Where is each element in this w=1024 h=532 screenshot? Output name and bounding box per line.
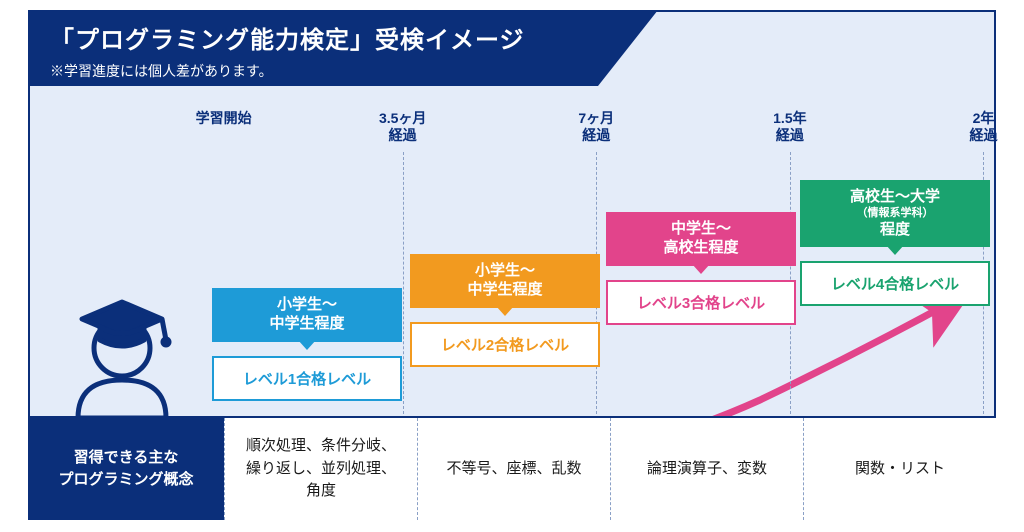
concepts-row: 習得できる主なプログラミング概念 順次処理、条件分岐、繰り返し、並列処理、角度不… [28, 416, 996, 520]
timeline-labels: 学習開始3.5ヶ月経過7ヶ月経過1.5年経過2年経過 [30, 110, 994, 150]
timeline-label-m2: 7ヶ月経過 [556, 110, 636, 144]
concepts-header: 習得できる主なプログラミング概念 [28, 418, 224, 520]
level-card-lv3: 中学生〜高校生程度レベル3合格レベル [606, 212, 796, 325]
timeline-label-m1: 3.5ヶ月経過 [363, 110, 443, 144]
level-pass-lv1: レベル1合格レベル [212, 356, 402, 401]
level-card-lv2: 小学生〜中学生程度レベル2合格レベル [410, 254, 600, 367]
level-audience-lv1: 小学生〜中学生程度 [212, 288, 402, 342]
chart-area: 小学生〜中学生程度レベル1合格レベル小学生〜中学生程度レベル2合格レベル中学生〜… [30, 110, 994, 410]
level-card-lv4: 高校生〜大学（情報系学科）程度レベル4合格レベル [800, 180, 990, 306]
level-audience-lv3: 中学生〜高校生程度 [606, 212, 796, 266]
student-icon [68, 290, 176, 420]
concepts-cell-4: 関数・リスト [803, 418, 996, 520]
level-pass-lv3: レベル3合格レベル [606, 280, 796, 325]
header-banner: 「プログラミング能力検定」受検イメージ ※学習進度には個人差があります。 [28, 10, 598, 86]
level-audience-lv2: 小学生〜中学生程度 [410, 254, 600, 308]
concepts-cell-3: 論理演算子、変数 [610, 418, 803, 520]
timeline-start-label: 学習開始 [184, 110, 264, 127]
header-note: ※学習進度には個人差があります。 [50, 61, 576, 81]
timeline-label-m3: 1.5年経過 [750, 110, 830, 144]
level-pass-lv2: レベル2合格レベル [410, 322, 600, 367]
level-pass-lv4: レベル4合格レベル [800, 261, 990, 306]
level-card-lv1: 小学生〜中学生程度レベル1合格レベル [212, 288, 402, 401]
infographic-frame: 「プログラミング能力検定」受検イメージ ※学習進度には個人差があります。 [28, 10, 996, 520]
timeline-label-m4: 2年経過 [943, 110, 1023, 144]
concepts-cell-2: 不等号、座標、乱数 [417, 418, 610, 520]
concepts-cell-1: 順次処理、条件分岐、繰り返し、並列処理、角度 [224, 418, 417, 520]
level-audience-lv4: 高校生〜大学（情報系学科）程度 [800, 180, 990, 247]
header-title: 「プログラミング能力検定」受検イメージ [50, 20, 576, 55]
timeline-divider-m1 [403, 152, 404, 414]
